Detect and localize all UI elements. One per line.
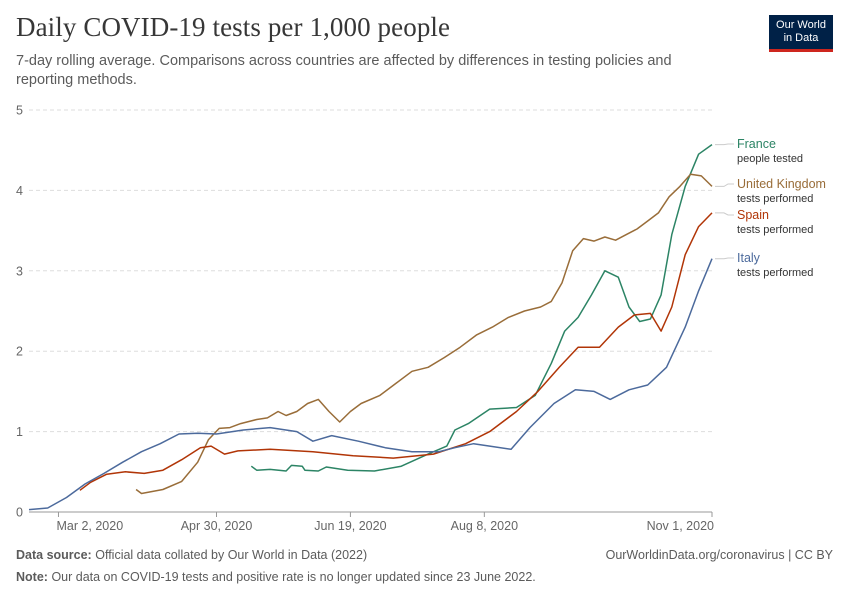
y-tick-label: 0 — [16, 506, 23, 520]
footnote: Note: Our data on COVID-19 tests and pos… — [16, 570, 536, 584]
y-tick-label: 2 — [16, 345, 23, 359]
x-tick-label: Mar 2, 2020 — [56, 519, 123, 533]
series-line-united-kingdom — [135, 173, 713, 495]
data-source: Data source: Official data collated by O… — [16, 548, 367, 562]
x-tick-label: Jun 19, 2020 — [314, 519, 386, 533]
data-source-text[interactable]: Official data collated by Our World in D… — [95, 548, 368, 562]
y-tick-label: 1 — [16, 425, 23, 439]
series-line-france — [250, 143, 713, 472]
note-label: Note: — [16, 570, 48, 584]
series-sublabel: tests performed — [737, 267, 813, 279]
series-label: Italy — [737, 251, 761, 265]
y-tick-label: 5 — [16, 104, 23, 118]
legend-connector — [715, 257, 734, 260]
chart-title: Daily COVID-19 tests per 1,000 people — [16, 12, 451, 42]
legend-connector — [715, 143, 734, 146]
credit-link[interactable]: OurWorldinData.org/coronavirus | CC BY — [605, 548, 833, 562]
series-sublabel: tests performed — [737, 193, 813, 205]
y-tick-label: 3 — [16, 264, 23, 278]
series-sublabel: tests performed — [737, 224, 813, 236]
series-label: United Kingdom — [737, 177, 826, 191]
legend-connector — [715, 212, 734, 216]
series-label: Spain — [737, 208, 769, 222]
series-label: France — [737, 137, 776, 151]
x-tick-label: Apr 30, 2020 — [181, 519, 253, 533]
note-text: Our data on COVID-19 tests and positive … — [51, 570, 536, 584]
x-tick-label: Aug 8, 2020 — [451, 519, 518, 533]
y-tick-label: 4 — [16, 184, 23, 198]
logo-line-2: in Data — [783, 32, 819, 44]
x-tick-label: Nov 1, 2020 — [647, 519, 714, 533]
legend-connector — [715, 183, 734, 187]
owid-logo[interactable]: Our World in Data — [769, 15, 833, 52]
series-line-spain — [79, 212, 713, 491]
series-line-italy — [28, 258, 713, 511]
chart-subtitle: 7-day rolling average. Comparisons acros… — [16, 53, 672, 88]
logo-line-1: Our World — [776, 19, 826, 31]
data-source-label: Data source: — [16, 548, 92, 562]
series-sublabel: people tested — [737, 153, 803, 165]
